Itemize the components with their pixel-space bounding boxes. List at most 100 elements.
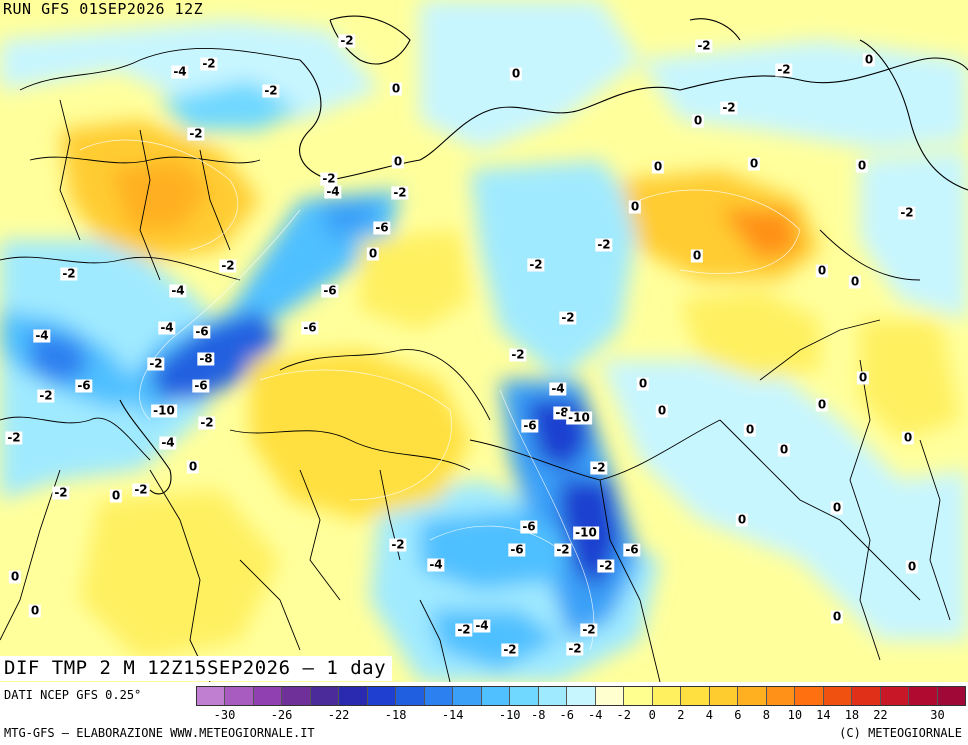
contour-label: 0 [735,512,749,527]
contour-label: -2 [198,415,216,430]
color-scale-cell [481,687,511,705]
contour-label: -8 [197,351,215,366]
contour-label: -2 [501,642,519,657]
copyright-text: (C) METEOGIORNALE [839,726,962,740]
contour-label: -6 [521,418,539,433]
color-scale-cell [567,687,596,705]
contour-label: -4 [549,381,567,396]
contour-label: -10 [566,410,592,425]
color-scale-cell [453,687,482,705]
contour-label: -2 [559,310,577,325]
contour-label: 0 [391,154,405,169]
color-scale-cell [339,687,368,705]
contour-label: -4 [169,283,187,298]
contour-label: -2 [219,258,237,273]
contour-label: -6 [75,378,93,393]
contour-label: -4 [427,557,445,572]
color-scale-cell [595,687,625,705]
contour-label: 0 [830,609,844,624]
color-scale-cell [624,687,653,705]
contour-label: 0 [901,430,915,445]
contour-label: -2 [147,356,165,371]
contour-label: 0 [862,52,876,67]
contour-label: -6 [623,542,641,557]
color-scale-tick-label: 22 [873,708,888,722]
color-scale-tick-label: 8 [762,708,770,722]
color-scale-tick-label: 30 [930,708,945,722]
contour-label: 0 [690,248,704,263]
contour-label: 0 [636,376,650,391]
contour-label: 0 [691,113,705,128]
color-scale-tick-label: -30 [213,708,236,722]
contour-label: -2 [5,430,23,445]
color-scale-cell [709,687,739,705]
color-scale-tick-label: -8 [530,708,546,722]
contour-label: -2 [262,83,280,98]
contour-label: -2 [37,388,55,403]
contour-label: 0 [186,459,200,474]
contour-label: -4 [158,320,176,335]
contour-label: -6 [192,378,210,393]
contour-label: -2 [775,62,793,77]
color-scale-cell [310,687,340,705]
contour-label: 0 [743,422,757,437]
contour-label: 0 [109,488,123,503]
contour-label: -4 [324,184,342,199]
contour-label: 0 [389,81,403,96]
color-scale-tick-label: 2 [677,708,685,722]
contour-label: -2 [597,558,615,573]
contour-label: 0 [815,397,829,412]
country-borders [0,48,951,682]
contour-label: -2 [509,347,527,362]
color-scale-tick-label: -22 [327,708,350,722]
contour-label: 0 [855,158,869,173]
contour-label: 0 [905,559,919,574]
contour-label: -2 [566,641,584,656]
color-scale-tick-label: 6 [734,708,742,722]
color-scale-tick-label: 4 [705,708,713,722]
map-title: DIF TMP 2 M 12Z15SEP2026 — 1 day [0,656,393,681]
contour-label: 0 [777,442,791,457]
contour-label: -6 [321,283,339,298]
color-scale-cell [909,687,938,705]
color-scale-cell [510,687,539,705]
color-scale-cell [396,687,425,705]
contour-label: 0 [815,263,829,278]
color-scale-bar [196,686,966,706]
contour-label: -10 [151,403,177,418]
color-scale-cell [823,687,853,705]
contour-label: -2 [898,205,916,220]
color-scale-cell [937,687,966,705]
contour-label: -4 [33,328,51,343]
contour-label: -2 [527,257,545,272]
color-scale-tick-label: -14 [441,708,464,722]
color-scale-tick-label: -2 [616,708,631,722]
legend-footer: DATI NCEP GFS 0.25° -30 -2 6 -22 -18 -14 -10 -8… [0,682,968,745]
color-scale-cell [652,687,682,705]
contour-label: 0 [28,603,42,618]
contour-label: -2 [580,622,598,637]
color-scale-tick-label: -4 [588,708,603,722]
color-scale-tick-label: -18 [384,708,407,722]
coastlines [119,15,968,495]
contour-label: -2 [187,126,205,141]
contour-label: 0 [509,66,523,81]
contour-label: -6 [193,324,211,339]
color-scale-tick-label: 0 [648,708,656,722]
contour-label: -2 [389,537,407,552]
color-scale-cell [880,687,910,705]
contour-label: -2 [554,542,572,557]
color-scale-tick-label: -10 [498,708,521,722]
color-scale-cell [795,687,824,705]
contour-label: -2 [595,237,613,252]
contour-label: -2 [590,460,608,475]
contour-label: 0 [628,199,642,214]
data-source: DATI NCEP GFS 0.25° [4,688,142,702]
credit-text: MTG-GFS — ELABORAZIONE WWW.METEOGIORNALE… [4,726,315,740]
color-scale-tick-label: 10 [787,708,803,722]
contour-label: -2 [338,33,356,48]
contour-label: 0 [651,159,665,174]
contour-label: -2 [695,38,713,53]
contour-label: -2 [60,266,78,281]
color-scale-cell [681,687,710,705]
